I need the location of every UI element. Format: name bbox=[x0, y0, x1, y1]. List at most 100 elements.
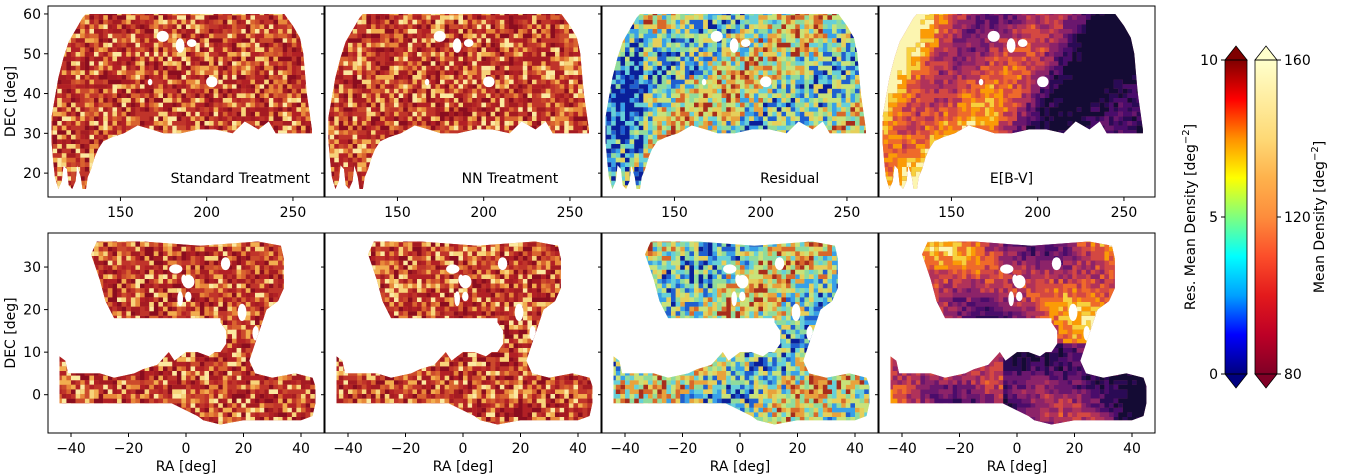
density-cells bbox=[51, 14, 312, 189]
panel-label: Residual bbox=[760, 171, 819, 187]
panel-label: Standard Treatment bbox=[171, 171, 311, 187]
x-tick-label: 200 bbox=[1024, 205, 1051, 221]
x-tick-label: 40 bbox=[1123, 441, 1141, 457]
density-map bbox=[605, 14, 866, 189]
panel-top-2: 150 200 250 Residual bbox=[598, 5, 879, 221]
density-cells bbox=[59, 241, 316, 425]
panel-bottom-0: −40 −20 0 20 40 0 10 20 30 DEC [deg] RA [deg] bbox=[3, 232, 325, 475]
masked-holes bbox=[1000, 257, 1117, 347]
colorbar-mean-density: 80 120 160 Mean Density [deg−2] bbox=[1254, 45, 1328, 389]
colorbar-extend-min bbox=[1224, 373, 1248, 389]
y-tick-label: 40 bbox=[23, 87, 41, 103]
x-tick-label: 200 bbox=[193, 205, 220, 221]
x-tick-label: −40 bbox=[56, 441, 86, 457]
density-cells bbox=[882, 14, 1022, 189]
density-cells bbox=[51, 14, 312, 189]
colorbar-extend-max bbox=[1224, 45, 1248, 61]
y-tick-label: 50 bbox=[23, 47, 41, 63]
panel-label: E[B-V] bbox=[990, 171, 1033, 187]
y-tick-label: 20 bbox=[23, 303, 41, 319]
x-tick-label: 0 bbox=[459, 441, 468, 457]
density-cells bbox=[59, 241, 316, 425]
x-axis-label: RA [deg] bbox=[433, 459, 494, 475]
colorbar-tick-label: 10 bbox=[1200, 53, 1218, 69]
panel-top-3: 150 200 250 E[B-V] bbox=[875, 5, 1156, 221]
density-map bbox=[890, 241, 1147, 425]
x-tick-label: −20 bbox=[945, 441, 975, 457]
panel-top-1: 150 200 250 NN Treatment bbox=[321, 5, 602, 221]
panel-top-0: 150 200 250 20 30 40 50 60 Standard Treatment DEC… bbox=[3, 5, 325, 221]
x-tick-label: 40 bbox=[846, 441, 864, 457]
x-tick-label: 0 bbox=[736, 441, 745, 457]
masked-holes bbox=[446, 257, 563, 347]
axes-frame bbox=[324, 5, 602, 198]
panel-bottom-2: −40 −20 0 20 40 RA [deg] bbox=[598, 232, 879, 475]
axes-frame bbox=[601, 5, 879, 198]
colorbar-tick-label: 160 bbox=[1284, 53, 1311, 69]
y-axis-label: DEC [deg] bbox=[3, 66, 19, 137]
y-axis-label: DEC [deg] bbox=[3, 297, 19, 368]
y-tick-label: 60 bbox=[23, 7, 41, 23]
colorbar-tick-label: 0 bbox=[1209, 367, 1218, 383]
masked-holes bbox=[701, 30, 772, 88]
colorbar-extend-min bbox=[1254, 373, 1278, 389]
colorbar-extend-max bbox=[1254, 45, 1278, 61]
density-cells bbox=[882, 14, 999, 189]
axes-frame bbox=[878, 5, 1156, 198]
x-tick-label: 250 bbox=[280, 205, 307, 221]
masked-holes bbox=[978, 30, 1049, 88]
density-cells bbox=[605, 14, 866, 189]
colorbar-residual: 0 5 10 Res. Mean Density [deg−2] bbox=[1181, 45, 1248, 389]
density-cells bbox=[51, 14, 312, 189]
panel-label: NN Treatment bbox=[462, 171, 559, 187]
x-tick-label: 20 bbox=[512, 441, 530, 457]
x-tick-label: 40 bbox=[569, 441, 587, 457]
masked-holes bbox=[147, 30, 218, 88]
x-axis-label: RA [deg] bbox=[710, 459, 771, 475]
x-tick-label: 200 bbox=[470, 205, 497, 221]
x-tick-label: 0 bbox=[182, 441, 191, 457]
x-axis-label: RA [deg] bbox=[156, 459, 217, 475]
y-tick-label: 30 bbox=[23, 260, 41, 276]
x-tick-label: −20 bbox=[668, 441, 698, 457]
y-tick-label: 10 bbox=[23, 345, 41, 361]
density-cells bbox=[643, 14, 866, 189]
density-cells bbox=[915, 14, 1114, 189]
axes-frame bbox=[47, 5, 325, 198]
density-map bbox=[613, 241, 870, 425]
x-tick-label: 250 bbox=[557, 205, 584, 221]
x-tick-label: −40 bbox=[887, 441, 917, 457]
x-tick-label: 40 bbox=[292, 441, 310, 457]
density-cells bbox=[328, 14, 589, 189]
y-tick-label: 30 bbox=[23, 126, 41, 142]
x-tick-label: 150 bbox=[384, 205, 411, 221]
x-tick-label: 150 bbox=[938, 205, 965, 221]
y-tick-label: 0 bbox=[32, 388, 41, 404]
x-tick-label: 150 bbox=[661, 205, 688, 221]
x-tick-label: 250 bbox=[1111, 205, 1138, 221]
density-cells bbox=[336, 241, 593, 425]
colorbar-gradient bbox=[1225, 60, 1247, 374]
density-cells bbox=[897, 14, 1082, 189]
x-axis-label: RA [deg] bbox=[987, 459, 1048, 475]
x-tick-label: −40 bbox=[333, 441, 363, 457]
colorbar-tick-label: 80 bbox=[1284, 367, 1302, 383]
x-tick-label: 20 bbox=[235, 441, 253, 457]
x-tick-label: 0 bbox=[1013, 441, 1022, 457]
colorbar-tick-label: 120 bbox=[1284, 210, 1311, 226]
density-map bbox=[59, 241, 316, 425]
density-cells bbox=[952, 241, 1147, 425]
colorbar-tick-label: 5 bbox=[1209, 210, 1218, 226]
panel-bottom-3: −40 −20 0 20 40 RA [deg] bbox=[875, 232, 1156, 475]
colorbar-label: Mean Density [deg−2] bbox=[1310, 141, 1328, 293]
x-tick-label: 20 bbox=[789, 441, 807, 457]
x-tick-label: −20 bbox=[391, 441, 421, 457]
density-cells bbox=[328, 14, 589, 189]
density-cells bbox=[613, 241, 870, 425]
panel-bottom-1: −40 −20 0 20 40 RA [deg] bbox=[321, 232, 602, 475]
colorbar-label: Res. Mean Density [deg−2] bbox=[1181, 124, 1199, 310]
masked-holes bbox=[424, 30, 495, 88]
x-tick-label: 250 bbox=[834, 205, 861, 221]
x-tick-label: 200 bbox=[747, 205, 774, 221]
